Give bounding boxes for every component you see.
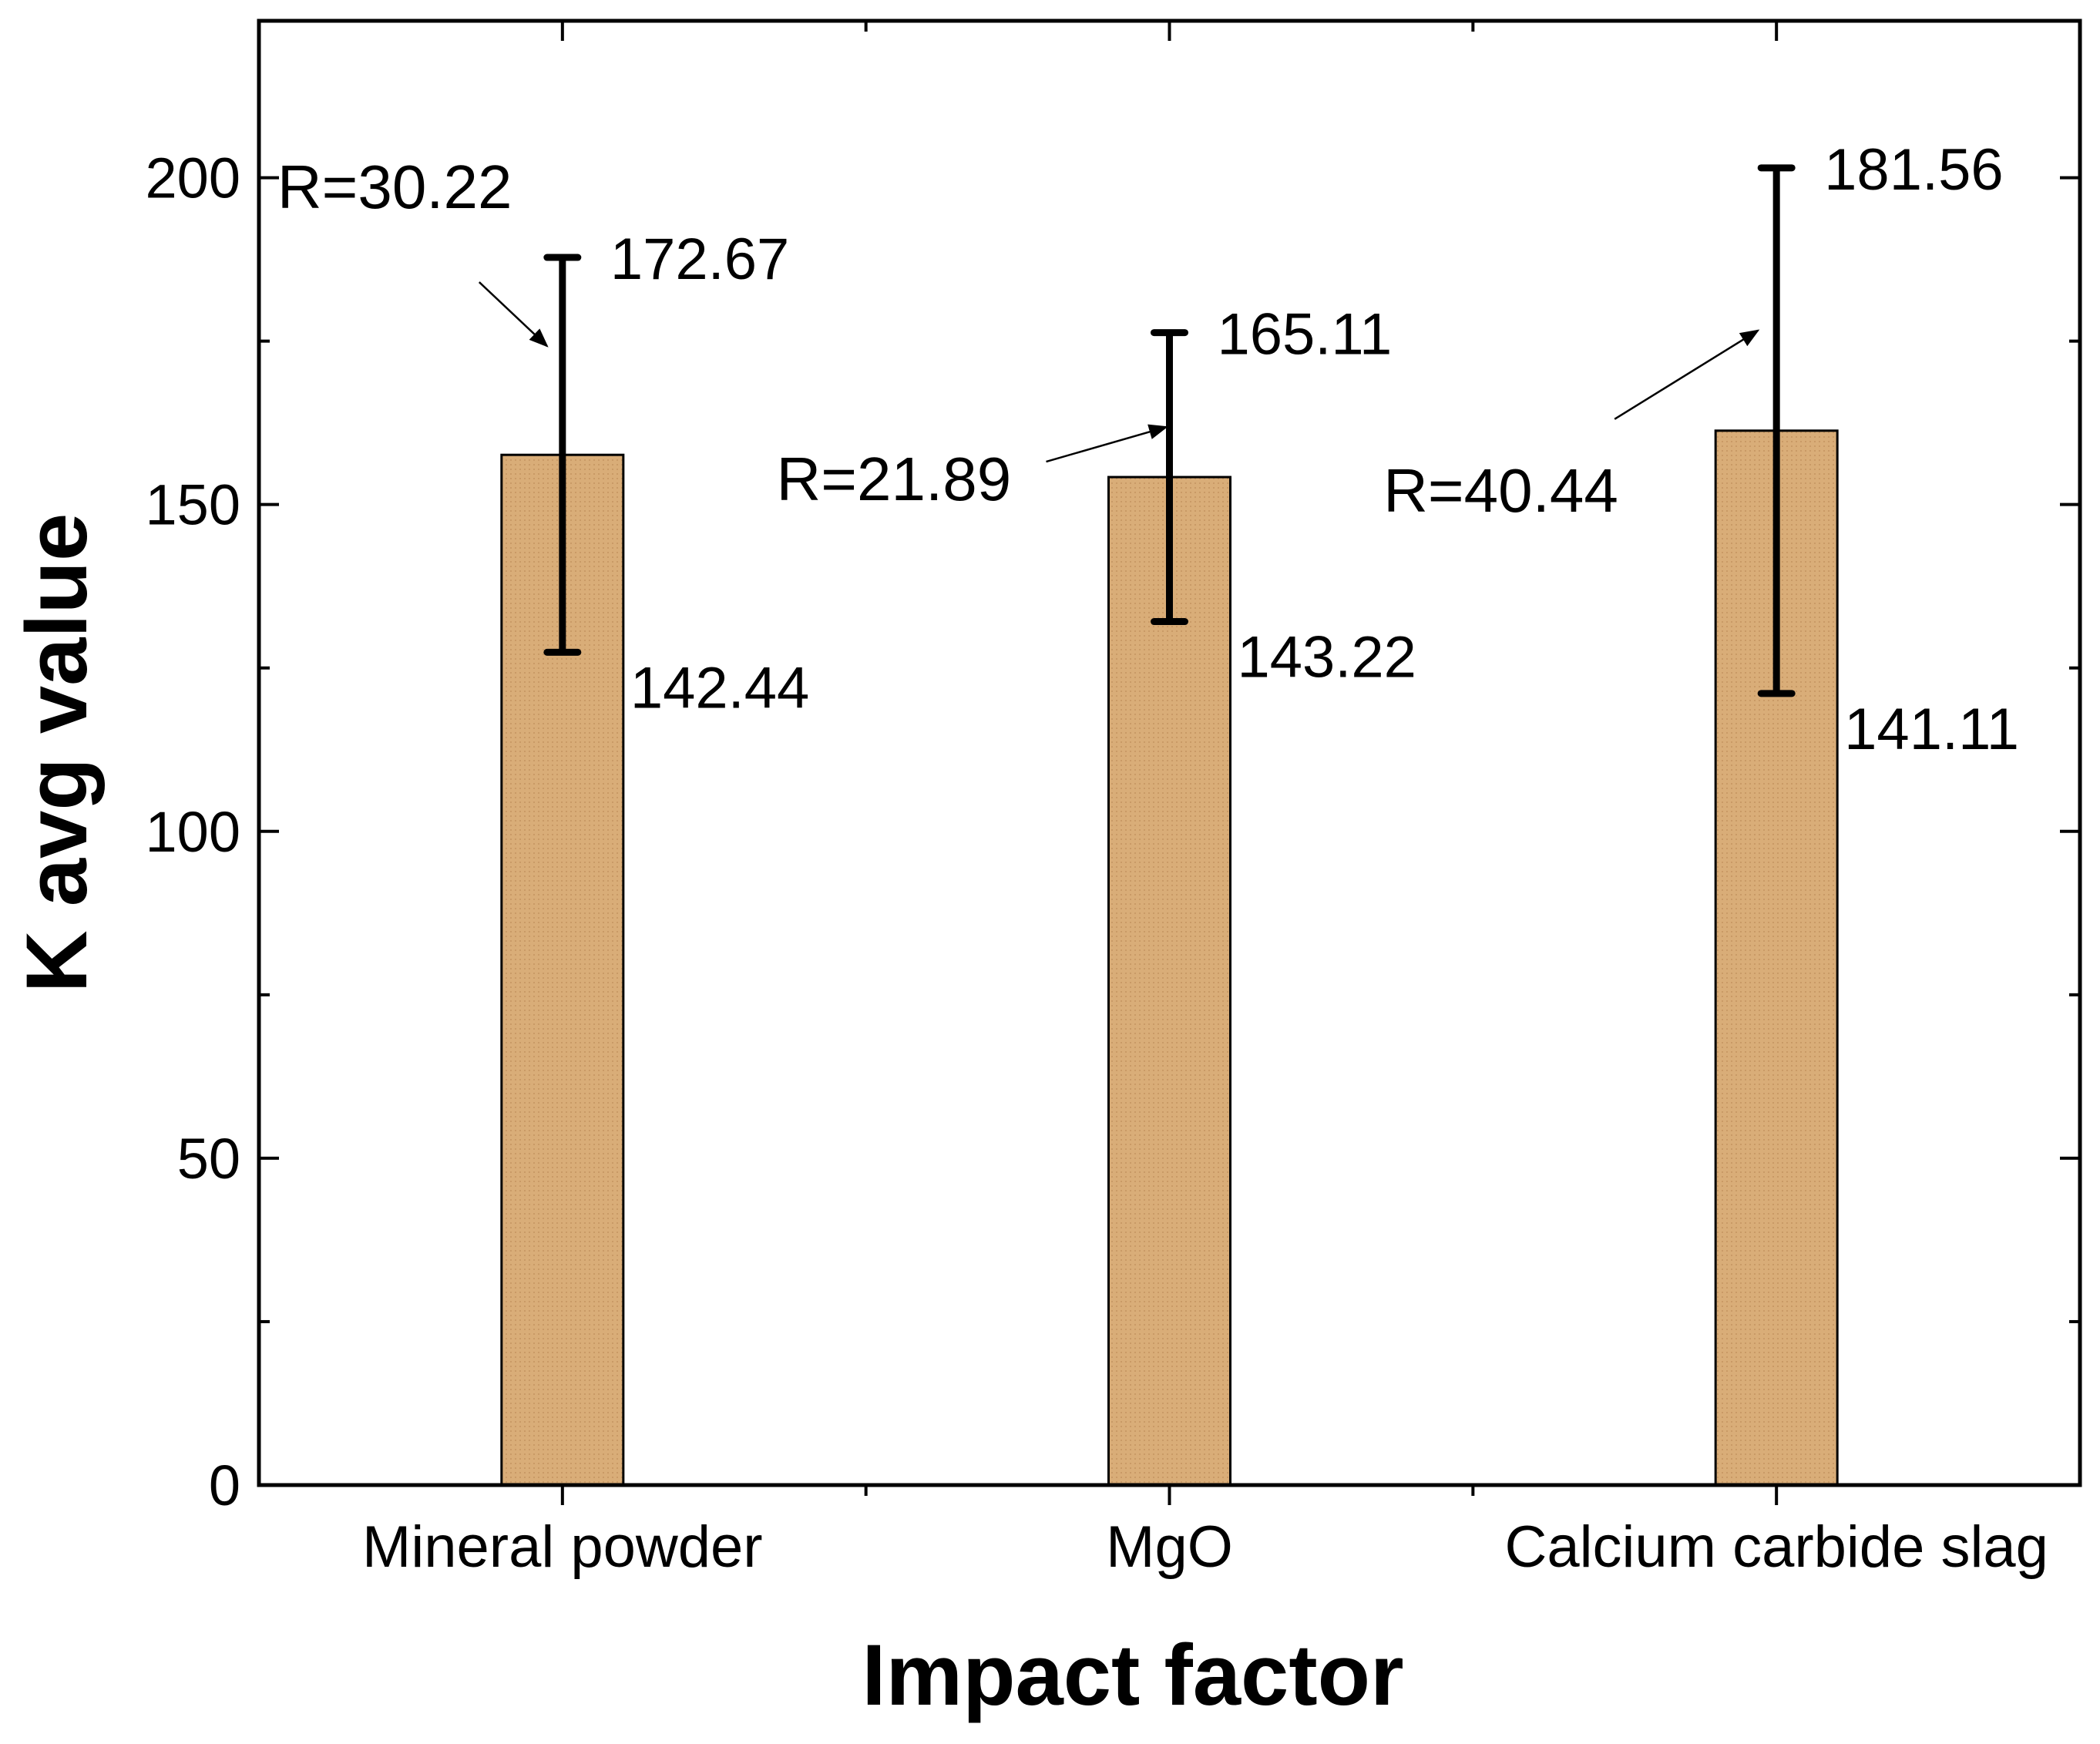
error-high-label-0: 172.67	[610, 227, 789, 292]
range-label-0: R=30.22	[277, 153, 512, 221]
error-high-label-2: 181.56	[1824, 137, 2003, 203]
y-tick-label-4: 200	[146, 146, 240, 210]
range-arrow-1	[1046, 424, 1168, 463]
x-tick-label-2: Calcium carbide slag	[1504, 1514, 2048, 1580]
range-label-2: R=40.44	[1383, 456, 1618, 525]
x-tick-label-1: MgO	[1106, 1514, 1233, 1580]
y-tick-label-3: 150	[146, 473, 240, 537]
range-arrow-0	[478, 281, 549, 348]
range-arrow-2	[1614, 329, 1760, 420]
y-tick-label-0: 0	[209, 1453, 240, 1517]
bar-1	[1107, 475, 1231, 1487]
error-low-label-0: 142.44	[630, 655, 809, 721]
error-high-label-1: 165.11	[1218, 302, 1393, 368]
error-low-label-1: 143.22	[1238, 625, 1416, 691]
y-tick-label-1: 50	[177, 1127, 240, 1191]
y-tick-label-2: 100	[146, 800, 240, 864]
y-axis-title: K avg value	[8, 513, 105, 993]
error-low-label-2: 141.11	[1844, 697, 2019, 762]
x-axis-title: Impact factor	[862, 1627, 1403, 1723]
x-tick-label-0: Mineral powder	[362, 1514, 763, 1580]
range-label-1: R=21.89	[777, 445, 1012, 513]
